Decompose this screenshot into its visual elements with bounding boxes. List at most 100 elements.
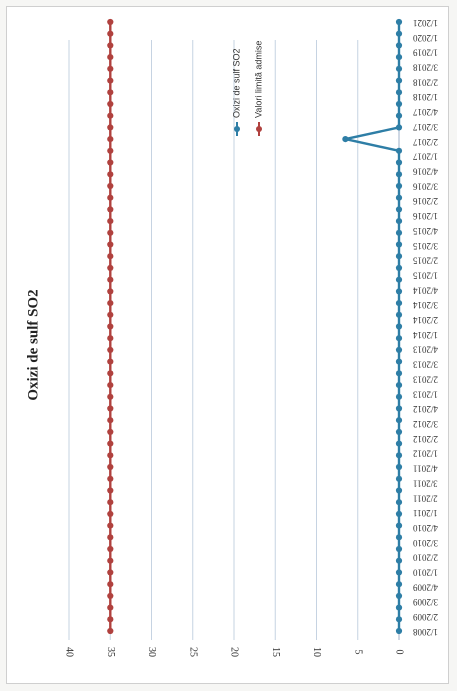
data-point (395, 89, 403, 96)
data-point (107, 358, 114, 365)
data-point (107, 276, 114, 283)
series-layer (107, 18, 403, 635)
data-point (107, 323, 114, 330)
category-tick-label: 1/2017 (413, 152, 439, 162)
data-point (107, 581, 114, 588)
data-point (395, 569, 403, 576)
value-tick-label: 10 (311, 647, 322, 657)
data-point (107, 417, 114, 424)
data-point (395, 370, 403, 377)
data-point (107, 65, 114, 72)
data-point (107, 89, 114, 96)
category-tick-label: 3/2013 (413, 360, 439, 370)
data-point (395, 557, 403, 564)
data-point (107, 440, 114, 447)
category-tick-label: 1/2021 (413, 18, 438, 28)
data-point (395, 171, 403, 178)
data-point (395, 30, 403, 37)
data-point (395, 112, 403, 119)
data-point (107, 592, 114, 600)
legend-layer: Oxizi de sulf SO2 Valori limită admise (231, 41, 263, 136)
data-point (342, 136, 349, 143)
data-point (107, 393, 114, 400)
value-tick-label: 30 (146, 647, 157, 657)
data-point (107, 147, 114, 154)
category-tick-label: 4/2012 (413, 404, 438, 414)
data-point (395, 592, 403, 600)
category-tick-label: 4/2010 (413, 523, 439, 533)
data-point (395, 405, 403, 412)
data-point (107, 77, 114, 84)
category-tick-label: 3/2014 (413, 300, 439, 310)
data-point (395, 627, 403, 635)
data-point (395, 417, 403, 424)
data-point (107, 370, 114, 377)
data-point (395, 229, 403, 236)
category-tick-label: 2/2011 (413, 493, 438, 503)
data-point (395, 311, 403, 318)
data-point (395, 475, 403, 482)
category-tick-label: 2/2009 (413, 612, 439, 622)
category-tick-label: 1/2012 (413, 449, 438, 459)
legend-label-1: Valori limită admise (253, 41, 263, 118)
category-tick-label: 1/2014 (413, 330, 439, 340)
data-point (107, 499, 114, 506)
data-point (107, 124, 114, 131)
category-tick-label: 3/2010 (413, 538, 439, 548)
data-point (107, 218, 114, 225)
data-point (107, 346, 114, 353)
data-point (395, 264, 403, 271)
chart-title: Oxizi de sulf SO2 (25, 289, 41, 400)
category-tick-label: 2/2010 (413, 553, 439, 563)
category-tick-label: 2/2012 (413, 434, 438, 444)
legend-label-0: Oxizi de sulf SO2 (231, 48, 241, 118)
value-tick-label: 5 (352, 650, 363, 655)
value-tick-label: 40 (64, 647, 75, 657)
data-point (107, 182, 114, 190)
data-point (395, 323, 403, 330)
label-layer: 0 5 10 15 20 25 30 35 40 1/2008 2/2009 3/2009 4/2009… (25, 18, 438, 657)
data-point (395, 300, 403, 307)
category-tick-label: 3/2009 (413, 597, 439, 607)
data-point (395, 241, 403, 248)
data-point (107, 569, 114, 576)
category-tick-label: 3/2017 (413, 122, 439, 132)
data-point (107, 557, 114, 564)
data-point (107, 18, 114, 26)
data-point (107, 382, 114, 389)
data-point (107, 616, 114, 623)
data-point (395, 545, 403, 553)
data-point (395, 182, 403, 190)
legend-swatch-marker-1 (256, 126, 262, 132)
series-line-0 (344, 22, 401, 631)
data-point (107, 54, 114, 61)
legend-swatch-marker-0 (234, 126, 240, 132)
data-point (395, 428, 403, 435)
data-point (395, 124, 403, 131)
data-point (395, 463, 403, 471)
data-point (107, 534, 114, 541)
data-point (395, 65, 403, 72)
category-tick-label: 4/2009 (413, 582, 439, 592)
category-tick-label: 4/2016 (413, 166, 439, 176)
data-point (395, 335, 403, 342)
data-point (395, 253, 403, 260)
data-point (107, 30, 114, 37)
category-tick-label: 1/2020 (413, 33, 439, 43)
data-point (107, 428, 114, 435)
data-point (395, 604, 403, 611)
data-point (107, 452, 114, 459)
value-tick-label: 15 (270, 647, 281, 657)
data-point (107, 136, 114, 143)
category-tick-label: 2/2016 (413, 196, 439, 206)
data-point (395, 346, 403, 353)
data-point (395, 522, 403, 529)
data-point (395, 147, 403, 154)
data-point (107, 627, 114, 635)
category-tick-label: 1/2015 (413, 270, 439, 280)
data-point (107, 405, 114, 412)
data-point (395, 510, 403, 517)
data-point (395, 206, 403, 213)
